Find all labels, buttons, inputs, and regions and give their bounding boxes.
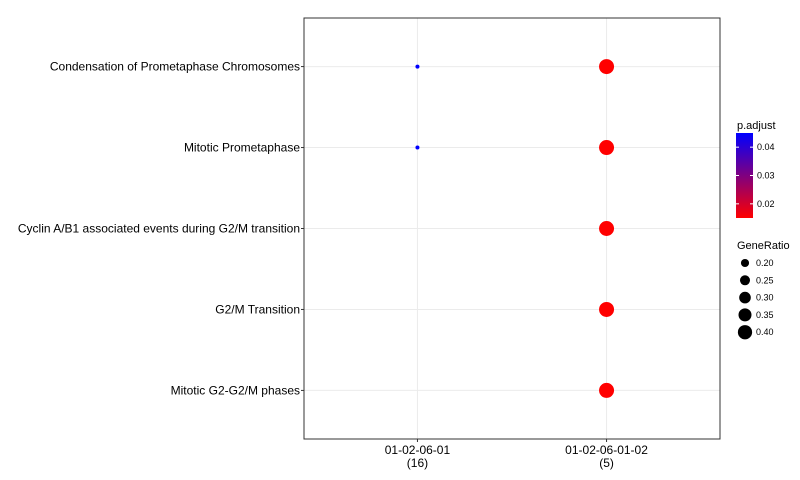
y-axis: Condensation of Prometaphase Chromosomes…: [18, 60, 304, 397]
data-point: [599, 382, 615, 398]
x-tick-sublabel: (5): [599, 456, 614, 470]
y-tick-label: Cyclin A/B1 associated events during G2/…: [18, 222, 300, 236]
data-point: [599, 221, 615, 236]
color-legend-label: 0.02: [757, 199, 775, 209]
data-point: [599, 59, 615, 75]
y-tick-label: Condensation of Prometaphase Chromosomes: [50, 60, 300, 74]
size-legend-label: 0.20: [756, 258, 774, 268]
size-legend-key: [739, 275, 751, 286]
color-legend-label: 0.03: [757, 171, 775, 181]
size-legend: GeneRatio 0.20 0.25 0.30 0.35 0.40: [737, 240, 790, 340]
color-legend-bar: [736, 133, 753, 218]
color-legend-label: 0.04: [757, 142, 775, 152]
size-legend-label: 0.30: [756, 293, 774, 303]
x-axis: 01-02-06-01(16) 01-02-06-01-02(5): [385, 439, 648, 470]
y-tick-label: Mitotic Prometaphase: [184, 141, 300, 155]
size-legend-label: 0.40: [756, 327, 774, 337]
color-legend-title: p.adjust: [737, 120, 776, 132]
data-points: [415, 59, 615, 398]
data-point: [599, 301, 615, 317]
color-legend: p.adjust 0.04 0.03 0.02: [736, 120, 776, 218]
size-legend-key: [738, 308, 752, 322]
y-tick-label: Mitotic G2-G2/M phases: [171, 383, 300, 397]
size-legend-key: [740, 258, 750, 268]
data-point: [415, 145, 420, 150]
y-tick-label: G2/M Transition: [215, 302, 300, 316]
size-legend-title: GeneRatio: [737, 240, 790, 252]
x-tick-label: 01-02-06-01: [385, 443, 451, 457]
size-legend-label: 0.25: [756, 275, 774, 285]
size-legend-key: [737, 325, 753, 340]
data-point: [599, 140, 615, 156]
size-legend-key: [739, 291, 751, 304]
grid-lines: [304, 18, 720, 439]
x-tick-label: 01-02-06-01-02: [565, 443, 648, 457]
size-legend-label: 0.35: [756, 310, 774, 320]
x-tick-sublabel: (16): [407, 456, 428, 470]
data-point: [415, 64, 420, 69]
